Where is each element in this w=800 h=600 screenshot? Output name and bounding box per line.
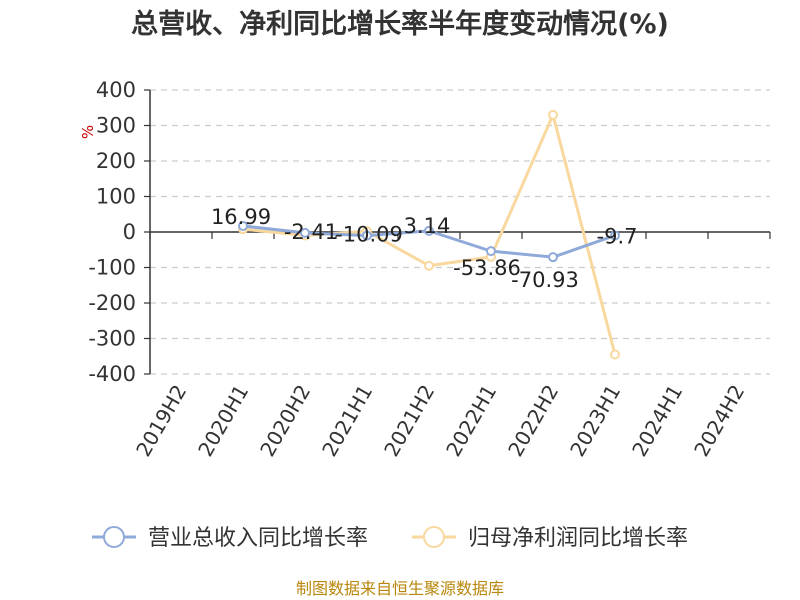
legend-label: 营业总收入同比增长率 <box>148 526 368 551</box>
data-point <box>362 230 372 241</box>
data-label: 3.14 <box>404 214 451 238</box>
y-tick-label: 300 <box>96 114 136 138</box>
chart-title: 总营收、净利同比增长率半年度变动情况(%) <box>131 8 669 40</box>
x-tick-label: 2024H2 <box>689 381 749 461</box>
legend-label: 归母净利润同比增长率 <box>468 526 688 551</box>
y-tick-labels: 400 300 200 100 0 -100 -200 -300 -400 <box>88 78 136 386</box>
x-tick-label: 2020H1 <box>193 381 253 461</box>
series-layer <box>238 109 620 360</box>
x-tick-label: 2022H2 <box>503 381 563 461</box>
data-label: -10.09 <box>335 223 403 247</box>
y-tick-label: -400 <box>88 362 136 386</box>
data-point <box>424 225 434 236</box>
x-tick-label: 2023H1 <box>565 381 625 461</box>
data-point <box>610 230 620 241</box>
legend-marker <box>103 526 125 548</box>
legend-item-2[interactable]: 归母净利润同比增长率 <box>412 526 688 551</box>
x-tick-label: 2019H2 <box>131 381 191 461</box>
data-label: -9.7 <box>597 224 638 248</box>
grid-lines <box>150 89 770 375</box>
y-tick-label: 100 <box>96 185 136 209</box>
data-point <box>486 246 496 257</box>
y-tick-label: 400 <box>96 78 136 102</box>
y-axis-unit-label: % <box>79 125 97 139</box>
data-label: -70.93 <box>511 268 579 292</box>
data-label: 16.99 <box>211 205 271 229</box>
x-tick-label: 2020H2 <box>255 381 315 461</box>
x-tick-labels: 2019H2 2020H1 2020H2 2021H1 2021H2 2022H1 2022… <box>131 381 749 461</box>
legend[interactable]: 营业总收入同比增长率 归母净利润同比增长率 <box>92 526 688 551</box>
data-label: -53.86 <box>453 256 521 280</box>
x-tick-label: 2022H1 <box>441 381 501 461</box>
data-label: -2.41 <box>284 220 338 244</box>
source-note: 制图数据来自恒生聚源数据库 <box>296 579 504 598</box>
y-tick-label: -100 <box>88 256 136 280</box>
x-tick-label: 2021H2 <box>379 381 439 461</box>
data-point <box>300 227 310 238</box>
y-tick-label: 200 <box>96 149 136 173</box>
x-tick-label: 2021H1 <box>317 381 377 461</box>
data-point <box>610 349 620 360</box>
data-point <box>548 109 558 120</box>
data-labels: 16.99 -2.41-10.09 3.14-53.86-70.93 -9.7 <box>211 205 638 292</box>
legend-item-1[interactable]: 营业总收入同比增长率 <box>92 526 368 551</box>
x-tick-label: 2024H1 <box>627 381 687 461</box>
y-tick-label: 0 <box>123 220 136 244</box>
y-tick-label: -200 <box>88 291 136 315</box>
data-point <box>238 220 248 231</box>
y-tick-label: -300 <box>88 327 136 351</box>
axes <box>144 89 771 375</box>
data-point <box>548 252 558 263</box>
legend-marker <box>423 526 445 548</box>
data-point <box>424 260 434 271</box>
